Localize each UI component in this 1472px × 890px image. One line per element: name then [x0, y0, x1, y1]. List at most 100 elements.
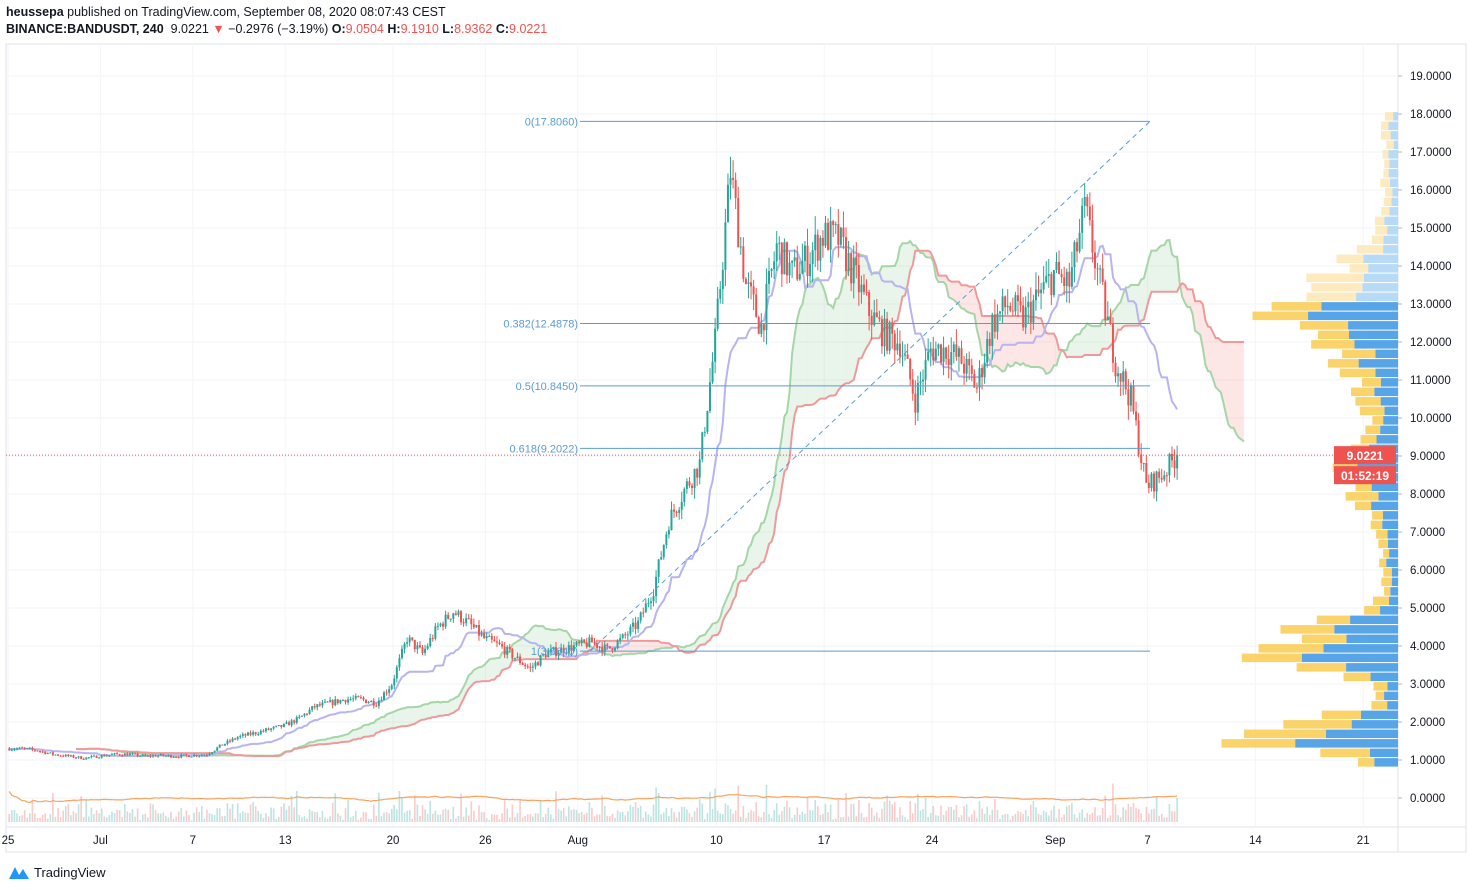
candle [547, 651, 550, 658]
cloud-segment [1094, 326, 1098, 355]
candle [205, 754, 208, 756]
volume-bar [18, 816, 21, 822]
cloud-segment [712, 623, 716, 636]
candle [757, 317, 760, 334]
volume-bar [773, 810, 775, 822]
volume-bar [154, 810, 157, 822]
volume-bar [896, 817, 899, 822]
volume-bar [665, 808, 668, 822]
volume-profile-buy [1389, 207, 1398, 216]
candle [21, 747, 24, 749]
cloud-segment [450, 699, 454, 714]
volume-bar [542, 817, 544, 822]
candle [300, 715, 303, 717]
volume-bar [568, 806, 570, 822]
volume-bar [147, 817, 149, 822]
cloud-segment [430, 702, 433, 718]
volume-bar [480, 811, 483, 822]
volume-profile-sell [1317, 330, 1350, 340]
candle [167, 755, 170, 757]
volume-bar [924, 797, 927, 822]
tradingview-logo[interactable]: TradingView [8, 863, 106, 881]
candle [1127, 389, 1130, 406]
volume-bar [295, 790, 298, 822]
volume-bar [290, 795, 293, 822]
volume-bar [919, 810, 922, 822]
cloud-segment [435, 701, 438, 718]
candle [182, 754, 185, 756]
candle [945, 347, 948, 359]
candle [211, 752, 214, 754]
volume-bar [62, 810, 64, 822]
volume-bar [54, 816, 57, 822]
volume-bar [401, 797, 403, 822]
candle [806, 245, 809, 276]
volume-profile-sell [1345, 492, 1379, 501]
volume-bar [1042, 810, 1045, 822]
publisher[interactable]: heussepa [6, 5, 64, 19]
volume-bar [285, 809, 288, 822]
candle [888, 322, 891, 351]
volume-bar [465, 807, 467, 822]
volume-bar [329, 816, 331, 822]
cloud-segment [971, 286, 975, 315]
cloud-segment [1082, 327, 1085, 357]
volume-bar [301, 817, 303, 822]
volume-bar [519, 799, 521, 822]
volume-bar [331, 802, 334, 822]
cloud-segment [794, 318, 798, 415]
candle [719, 289, 722, 299]
candle [750, 282, 753, 287]
volume-profile-sell [1380, 178, 1390, 188]
candle [234, 738, 237, 740]
candle [580, 639, 583, 644]
volume-bar [937, 815, 940, 822]
volume-profile-buy [1383, 235, 1398, 245]
cloud-segment [1074, 334, 1078, 357]
volume-bar [1124, 809, 1127, 822]
candle [288, 722, 291, 726]
volume-bar [609, 816, 611, 822]
candle [639, 612, 642, 621]
volume-bar [1012, 815, 1014, 822]
candle [39, 751, 42, 753]
volume-bar [347, 800, 349, 822]
candle [23, 747, 26, 749]
volume-bar [319, 817, 321, 822]
candle [619, 637, 622, 641]
cloud-segment [491, 658, 495, 680]
volume-bar [786, 800, 788, 822]
candle [1032, 300, 1035, 323]
candle [44, 751, 47, 754]
y-tick-label: 10.0000 [1410, 413, 1452, 425]
candle [385, 692, 388, 694]
candle [460, 611, 463, 623]
volume-bar [809, 809, 811, 822]
volume-bar [778, 814, 781, 822]
volume-bar [11, 810, 13, 822]
volume-bar [283, 803, 285, 822]
volume-bar [36, 818, 39, 822]
volume-bar [1078, 812, 1081, 822]
candle [85, 757, 88, 760]
candle [264, 728, 267, 732]
candle [272, 726, 275, 729]
cloud-segment [579, 641, 582, 656]
cloud-segment [840, 279, 844, 388]
candle [521, 663, 524, 665]
candle [103, 755, 106, 757]
cloud-segment [1028, 315, 1031, 368]
cloud-segment [738, 565, 741, 585]
candle [637, 620, 640, 629]
volume-profile-sell [1373, 682, 1388, 691]
candle [1073, 242, 1076, 268]
volume-bar [929, 813, 932, 822]
candle [254, 732, 257, 735]
candle [100, 755, 103, 758]
candle [1170, 453, 1173, 461]
volume-bar [324, 817, 326, 822]
volume-bar [1122, 807, 1125, 822]
candle [834, 224, 837, 226]
cloud-segment [748, 544, 752, 576]
